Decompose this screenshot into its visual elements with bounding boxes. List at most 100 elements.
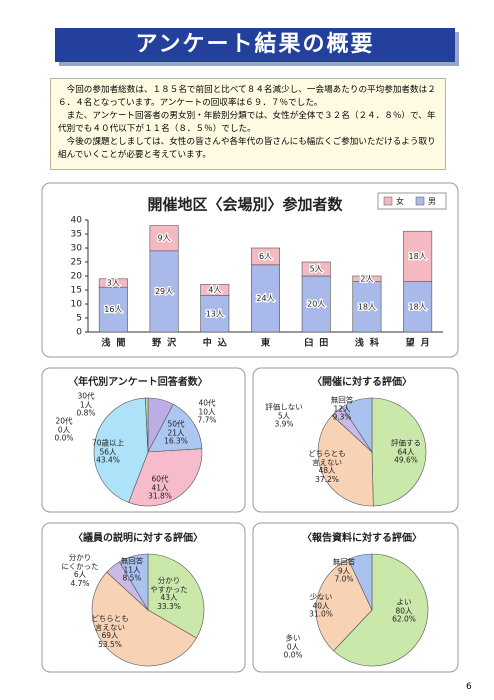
slice-category: よい	[396, 597, 412, 607]
value-label: 9人	[158, 234, 171, 243]
slice-label: 60代 41人 31.8%	[148, 475, 172, 501]
slice-count: 56人	[99, 446, 117, 456]
value-label: 4人	[208, 286, 221, 295]
slice-percent: 37.2%	[315, 474, 339, 484]
paragraph: 今後の課題としましては、女性の皆さんや各年代の皆さんにも幅広くご参加いただけるよ…	[58, 137, 436, 160]
slice-category: 多い	[285, 633, 301, 643]
value-label: 20人	[307, 300, 325, 309]
slice-count: 69人	[101, 631, 119, 640]
y-tick-label: 10	[71, 300, 83, 310]
pie-slice	[315, 558, 373, 652]
x-tick-label: 中込	[203, 337, 233, 349]
slice-category: 無回答	[332, 557, 356, 567]
paragraph: 今回の参加者総数は、１８５名で前回と比べて８４名減少し、一会場あたりの平均参加者…	[58, 85, 436, 108]
slice-category: 分かり にくかった	[61, 553, 99, 571]
slice-category: 評価しない	[265, 402, 303, 412]
slice-label: 評価する 64人 49.6%	[391, 439, 421, 465]
slice-label: よい 80人 62.0%	[392, 598, 416, 624]
y-tick-label: 0	[76, 328, 82, 338]
slice-percent: 0.8%	[76, 408, 96, 418]
slice-count: 12人	[333, 403, 351, 413]
slice-count: 64人	[397, 446, 415, 456]
slice-category: 少ない	[309, 592, 333, 602]
slice-count: 0人	[57, 424, 71, 434]
slice-count: 0人	[286, 641, 300, 651]
slice-percent: 3.9%	[274, 419, 294, 429]
slice-label: 評価しない 5人 3.9%	[265, 403, 303, 429]
x-tick-label: 浅間	[101, 337, 131, 349]
bar-segment	[403, 281, 433, 333]
slice-label: 分かり にくかった 6人 4.7%	[61, 553, 99, 588]
value-label: 5人	[310, 265, 323, 274]
slice-category: 評価する	[391, 438, 421, 448]
x-tick-label: 望月	[406, 337, 436, 349]
pie-slice	[128, 448, 203, 507]
slice-count: 80人	[395, 605, 413, 615]
value-label: 3人	[107, 279, 120, 288]
pie-slice	[317, 415, 374, 507]
slice-count: 43人	[160, 593, 178, 602]
y-tick-label: 40	[71, 216, 83, 226]
slice-count: 5人	[277, 410, 291, 420]
slice-count: 21人	[167, 427, 185, 437]
slice-label: 多い 0人 0.0%	[283, 634, 302, 660]
slice-label: 50代 21人 16.3%	[164, 420, 188, 446]
pie-slice	[91, 571, 197, 667]
slice-percent: 31.8%	[148, 491, 172, 501]
bar-segment	[301, 261, 331, 277]
pie-slice	[371, 397, 427, 507]
pie-slice	[347, 553, 373, 611]
slice-category: どちらとも 言えない	[91, 614, 129, 632]
bar-segment	[251, 264, 281, 333]
slice-label: 少ない 40人 31.0%	[309, 593, 333, 619]
x-tick-label: 浅科	[355, 337, 385, 349]
slice-label: 20代 0人 0.0%	[54, 417, 73, 443]
legend-label: 男	[428, 197, 436, 206]
bar-segment	[352, 275, 382, 282]
slice-percent: 31.0%	[309, 609, 333, 619]
page-title: アンケート結果の概要	[55, 28, 455, 62]
slice-percent: 7.7%	[197, 415, 217, 425]
y-tick-label: 5	[76, 314, 82, 324]
chart-title: 〈議員の説明に対する評価〉	[73, 531, 203, 544]
bar-segment	[98, 286, 128, 333]
x-tick-label: 臼田	[304, 337, 334, 349]
y-tick-label: 35	[71, 230, 82, 240]
y-tick-label: 20	[71, 272, 83, 282]
bar-segment	[301, 275, 331, 333]
value-label: 2人	[360, 274, 373, 283]
slice-label: どちらとも 言えない 69人 53.5%	[91, 614, 129, 649]
slice-label: 無回答 9人 7.0%	[333, 558, 356, 584]
summary-box: 今回の参加者総数は、１８５名で前回と比べて８４名減少し、一会場あたりの平均参加者…	[50, 78, 446, 170]
y-tick-label: 30	[71, 244, 83, 254]
x-tick-label: 野沢	[152, 337, 182, 349]
legend-box	[377, 192, 447, 210]
slice-percent: 53.5%	[98, 639, 122, 649]
bar-segment	[200, 295, 230, 333]
slice-category: 70歳以上	[91, 438, 125, 448]
legend-swatch	[415, 196, 425, 206]
slice-category: 20代	[55, 416, 73, 426]
legend-swatch	[383, 196, 393, 206]
slice-category: 30代	[77, 391, 95, 401]
value-label: 18人	[409, 252, 427, 261]
paragraph: また、アンケート回答者の男女別・年齢別分類では、女性が全体で３２名（２４．８％）…	[58, 111, 436, 134]
slice-percent: 49.6%	[394, 455, 418, 465]
value-label: 24人	[256, 294, 274, 303]
slice-category: 40代	[198, 398, 216, 408]
slice-count: 1人	[79, 399, 93, 409]
slice-count: 10人	[198, 406, 216, 416]
bar-segment	[352, 281, 382, 333]
legend-label: 女	[396, 196, 404, 206]
chart-title: 〈年代別アンケート回答者数〉	[68, 375, 208, 388]
chart-title: 開催地区〈会場別〉参加者数	[147, 196, 343, 214]
value-label: 18人	[409, 302, 427, 311]
slice-percent: 43.4%	[96, 455, 120, 465]
slice-count: 41人	[151, 482, 169, 492]
bar-segment	[403, 230, 433, 282]
pie-slice	[333, 553, 429, 667]
slice-category: 50代	[167, 419, 185, 429]
pie-slice	[93, 397, 149, 503]
slice-category: 分かり やすかった	[150, 576, 188, 594]
